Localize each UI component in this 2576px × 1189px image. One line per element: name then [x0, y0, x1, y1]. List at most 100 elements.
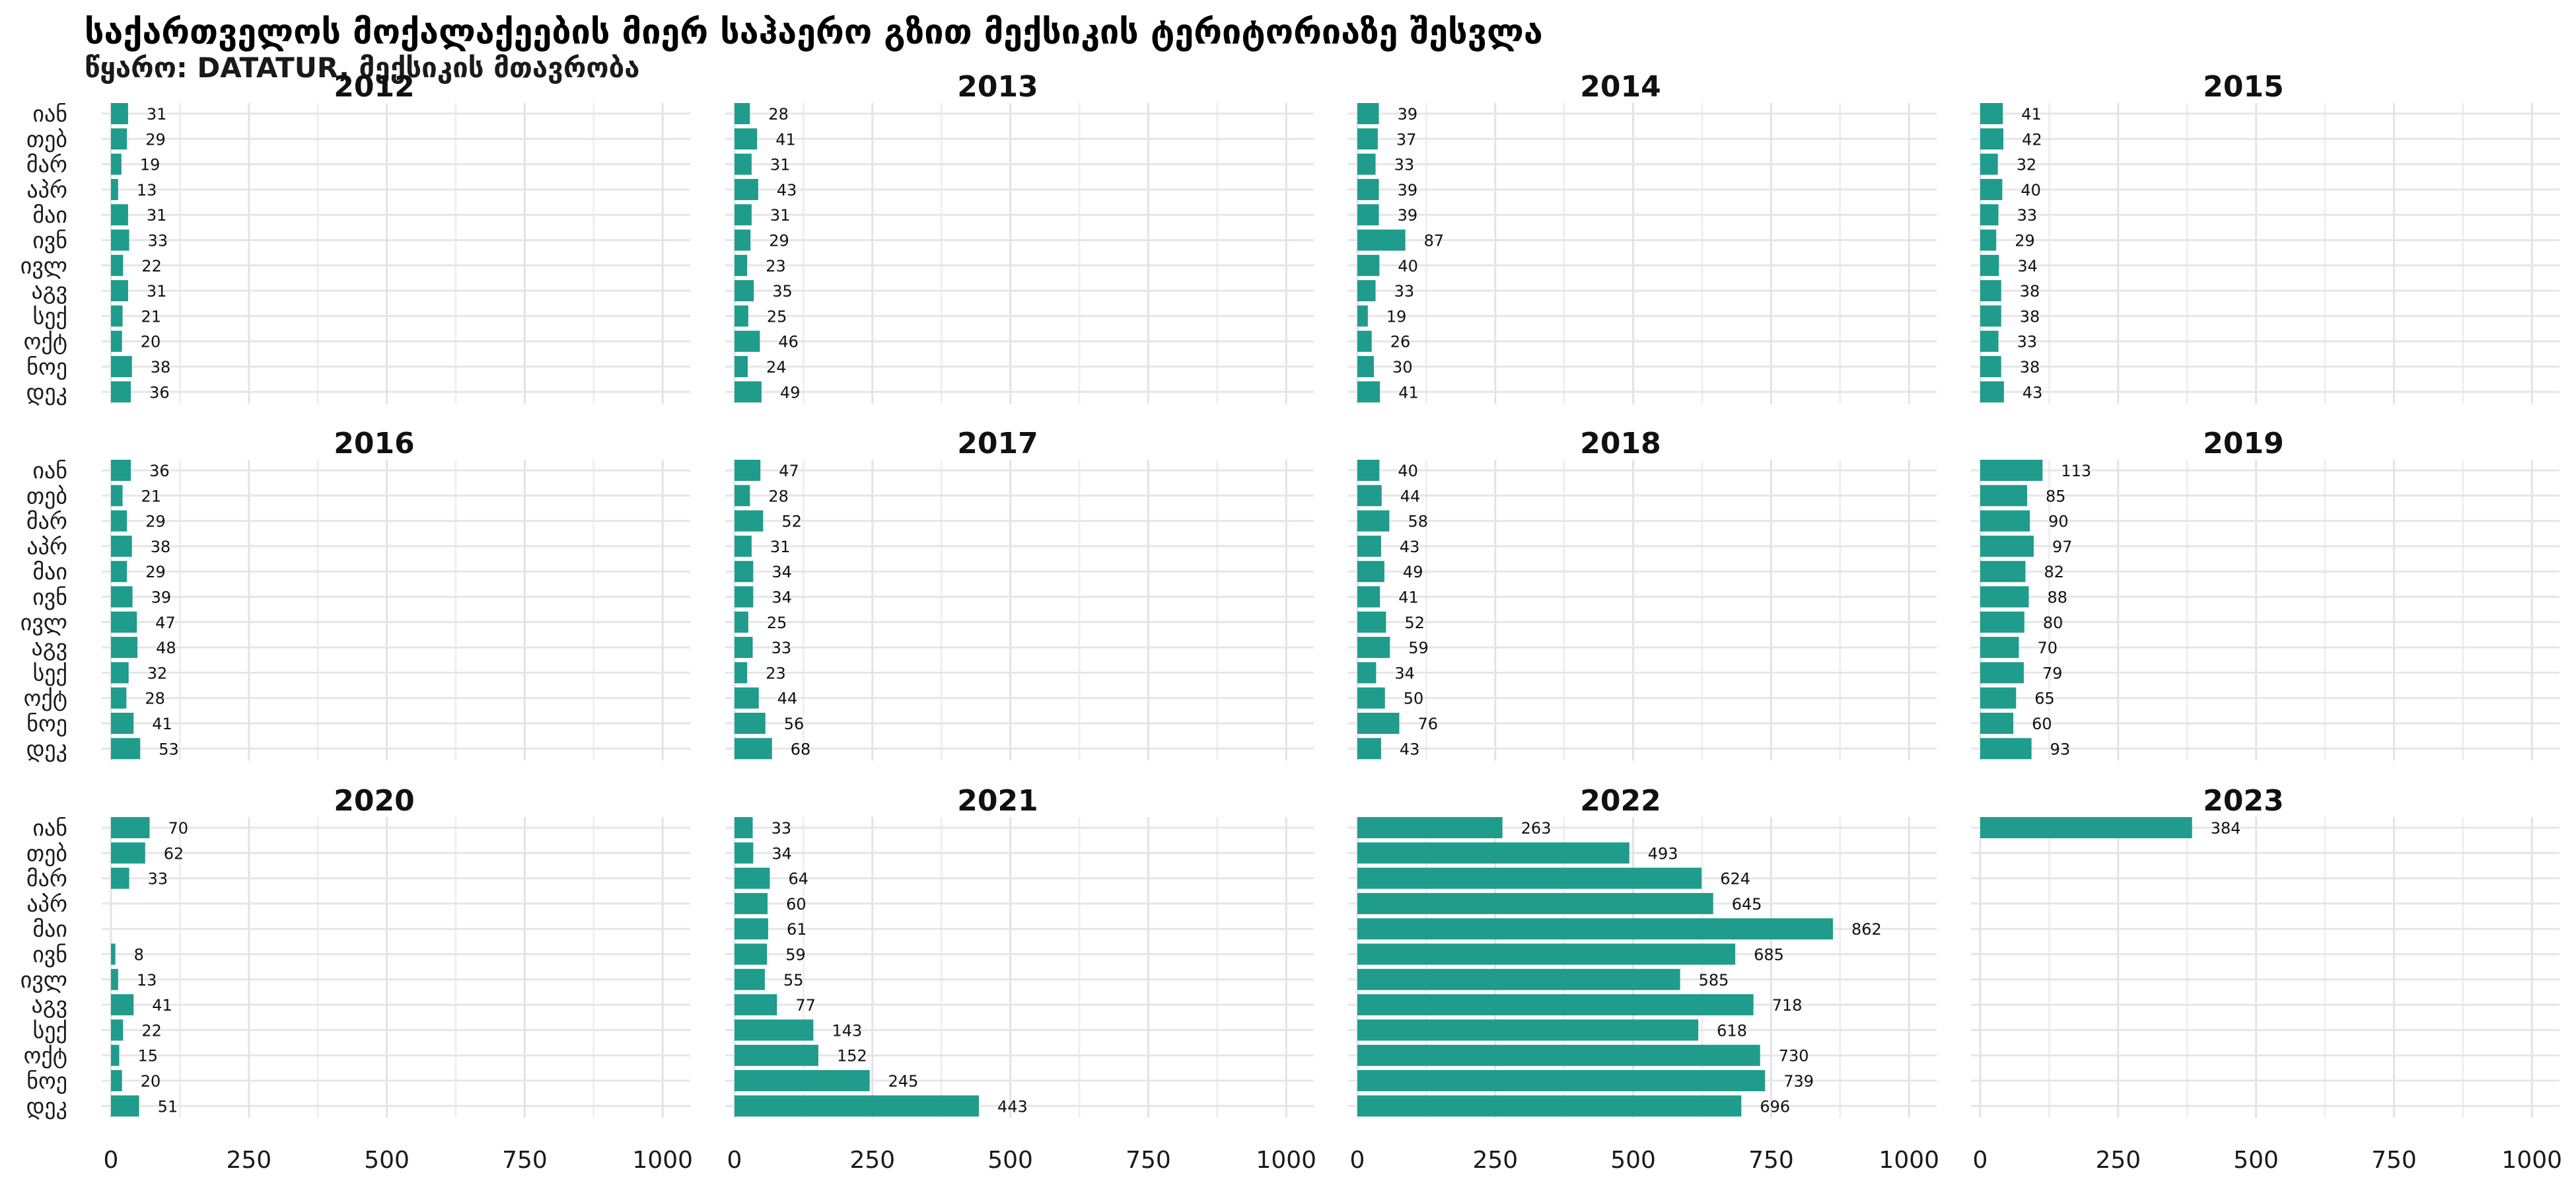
value-label: 33	[148, 870, 168, 888]
bar	[1357, 918, 1833, 940]
value-label: 80	[2043, 614, 2063, 632]
value-label: 862	[1851, 920, 1882, 939]
value-label: 70	[168, 819, 188, 838]
bar	[1980, 713, 2014, 734]
month-label: დეკ	[26, 736, 67, 762]
value-label: 43	[1400, 740, 1420, 758]
x-tick-label: 0	[104, 1147, 119, 1174]
value-label: 41	[152, 715, 172, 733]
bar	[1357, 817, 1503, 838]
value-label: 42	[2022, 130, 2042, 149]
bar	[734, 305, 748, 327]
bar	[1357, 738, 1381, 760]
bar	[1980, 485, 2027, 507]
bar	[1357, 943, 1736, 965]
month-label: მარ	[26, 509, 67, 535]
bar	[111, 178, 118, 200]
bar	[1980, 381, 2004, 403]
value-label: 59	[785, 946, 806, 964]
value-label: 33	[771, 819, 792, 838]
bar	[111, 229, 129, 251]
x-tick-label: 750	[1126, 1147, 1171, 1174]
value-label: 33	[1394, 282, 1415, 301]
bar	[111, 817, 150, 838]
value-label: 39	[151, 589, 172, 607]
bar	[111, 1019, 124, 1041]
value-label: 43	[2022, 383, 2043, 402]
month-label: ივნ	[32, 228, 67, 254]
panel-2019: 2019 113 85 90 97 82 88 80 70 79 65 60 93	[1971, 427, 2559, 761]
value-label: 49	[1403, 563, 1423, 581]
panel-2021: 2021 33 34 64 60 61 59 55 77 143 152 245 443 0 250 500 7…	[725, 784, 1316, 1174]
panel-2017: 2017 47 28 52 31 34 34 25 33 23 44 56 68	[725, 427, 1314, 761]
bar	[734, 713, 766, 734]
value-label: 40	[1398, 257, 1418, 275]
bar	[1357, 713, 1400, 734]
bar	[1357, 510, 1390, 532]
value-label: 33	[2017, 206, 2038, 225]
value-label: 41	[152, 996, 172, 1015]
bar	[1980, 510, 2030, 532]
bar	[111, 994, 134, 1016]
bar	[111, 662, 129, 684]
panel-title: 2015	[2203, 70, 2283, 104]
bar	[1980, 356, 2001, 377]
value-label: 39	[1398, 206, 1418, 225]
value-label: 20	[141, 333, 161, 351]
value-label: 52	[1404, 614, 1425, 632]
value-label: 696	[1760, 1097, 1790, 1116]
bar	[111, 280, 128, 302]
bar	[1357, 561, 1384, 583]
panel-title: 2023	[2203, 784, 2283, 818]
bar	[734, 842, 754, 864]
bar	[734, 817, 753, 838]
value-label: 38	[151, 358, 171, 377]
value-label: 36	[149, 462, 170, 480]
value-label: 30	[1392, 358, 1413, 377]
bar	[1357, 280, 1376, 302]
month-label: იან	[32, 101, 67, 127]
bar	[1357, 1044, 1760, 1066]
value-label: 38	[2020, 282, 2040, 301]
x-tick-label: 0	[1350, 1147, 1365, 1174]
bar	[111, 381, 131, 403]
value-label: 585	[1699, 971, 1729, 990]
value-label: 31	[770, 156, 791, 174]
bar	[734, 611, 748, 633]
value-label: 35	[772, 282, 793, 301]
bar	[1357, 1019, 1699, 1041]
x-tick-label: 1000	[632, 1147, 693, 1174]
value-label: 44	[777, 690, 798, 708]
bar	[1357, 687, 1385, 709]
month-label: აგვ	[32, 992, 67, 1019]
bar	[734, 1095, 980, 1117]
month-label: ნოე	[26, 1068, 67, 1095]
bar	[111, 687, 127, 709]
bar	[734, 918, 768, 940]
month-label: ოქტ	[24, 329, 67, 355]
month-label: დეკ	[26, 379, 67, 406]
bar	[734, 381, 762, 403]
panel-2016: 2016 იან 36 თებ 21 მარ 29 აპრ 38 მაი 29 ივნ 39 ივლ 47 ა…	[20, 427, 690, 762]
value-label: 38	[2020, 307, 2040, 326]
value-label: 61	[787, 920, 807, 939]
value-label: 68	[791, 740, 811, 758]
value-label: 51	[158, 1097, 178, 1116]
month-label: თებ	[26, 126, 67, 153]
bar	[734, 280, 754, 302]
bar	[1357, 842, 1629, 864]
value-label: 41	[2021, 105, 2042, 124]
value-label: 59	[1408, 639, 1429, 657]
value-label: 20	[141, 1072, 161, 1091]
value-label: 24	[766, 358, 787, 377]
value-label: 645	[1732, 895, 1762, 914]
bar	[1357, 535, 1381, 557]
month-label: აპრ	[26, 177, 67, 203]
value-label: 22	[141, 1021, 162, 1040]
bar	[111, 586, 133, 608]
bar	[1357, 381, 1380, 403]
panel-title: 2013	[957, 70, 1038, 104]
bar	[734, 330, 760, 352]
month-label: სექ	[33, 303, 67, 330]
value-label: 23	[766, 664, 786, 682]
